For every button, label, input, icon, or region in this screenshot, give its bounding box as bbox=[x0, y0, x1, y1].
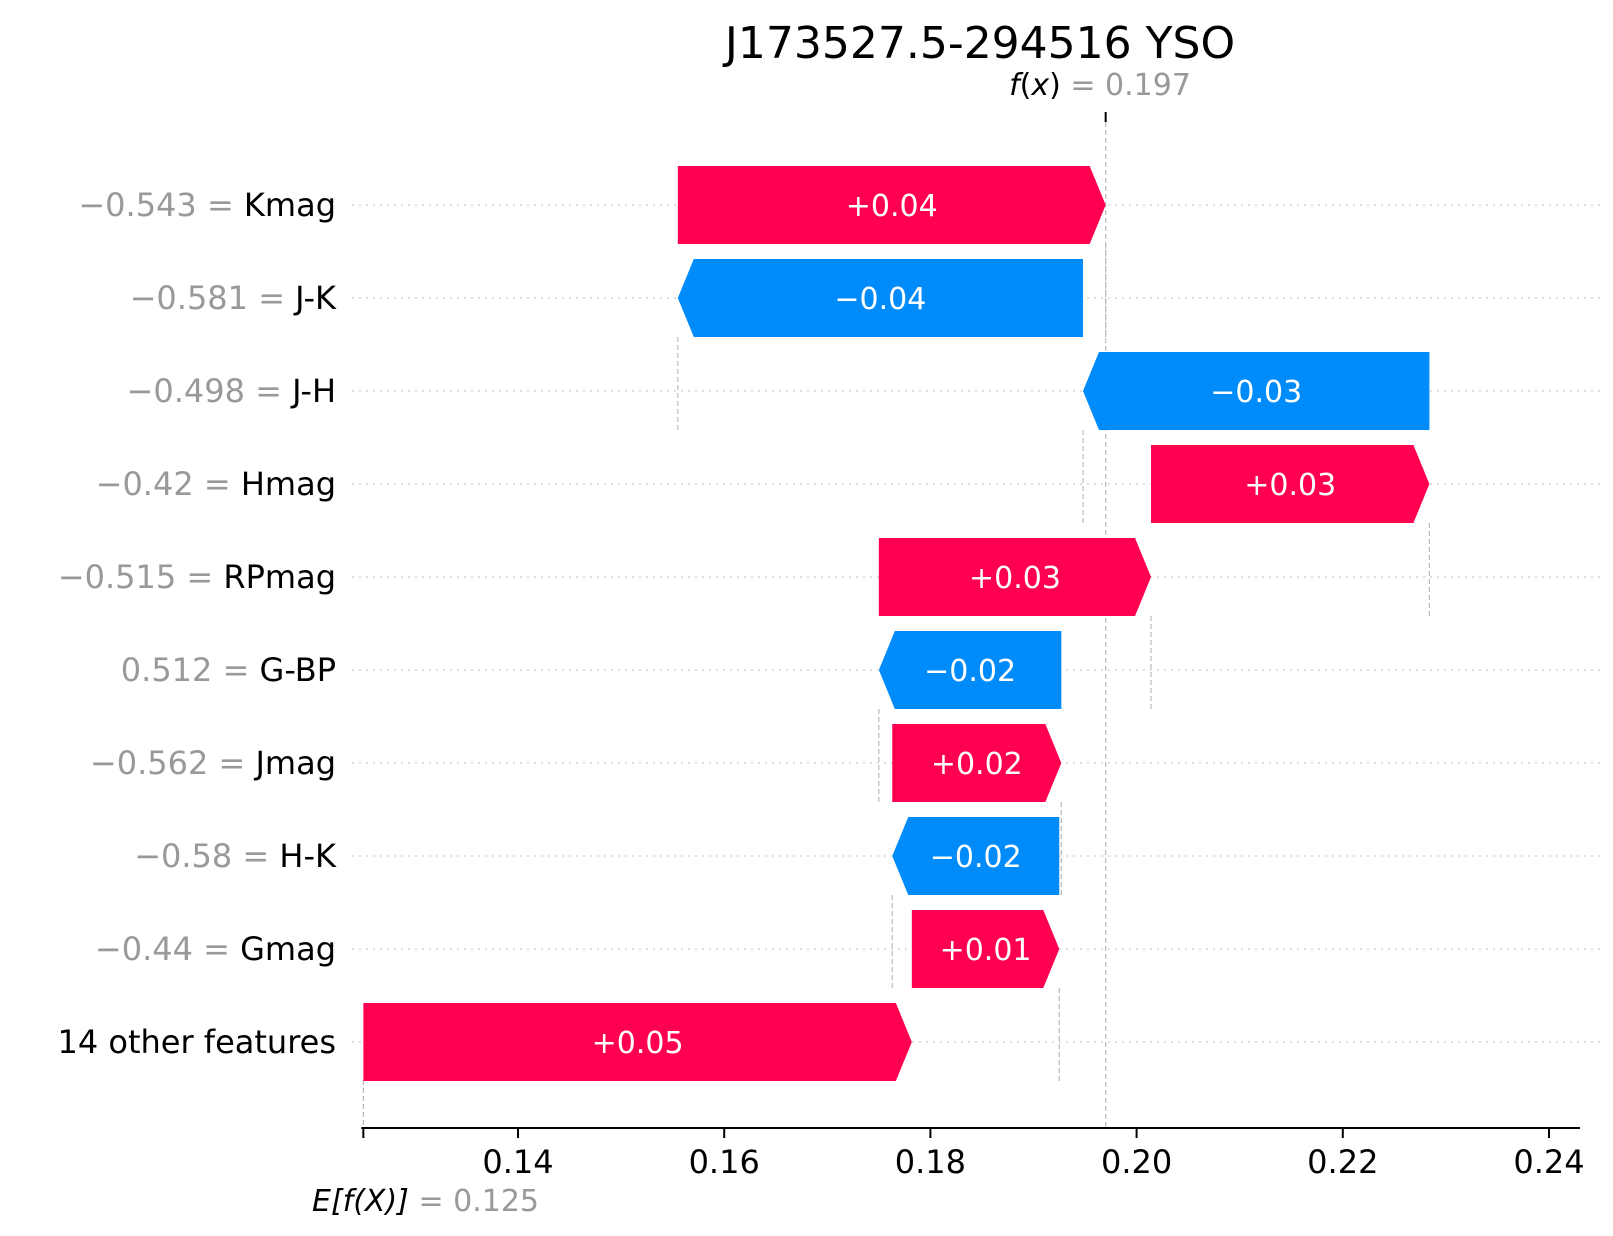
feature-value: −0.581 = bbox=[130, 279, 296, 317]
feature-label: −0.543 = Kmag bbox=[78, 186, 336, 224]
x-axis: 0.14 0.16 0.18 0.20 0.22 0.24 bbox=[361, 1127, 1585, 1181]
bar-g-bp bbox=[878, 631, 1062, 709]
feature-label: −0.58 = H-K bbox=[134, 837, 337, 875]
bar-value-label: +0.02 bbox=[931, 747, 1023, 782]
x-tick-label: 0.16 bbox=[689, 1143, 760, 1181]
bar-jmag bbox=[892, 724, 1062, 802]
chart-title: J173527.5-294516 YSO bbox=[722, 18, 1235, 69]
feature-label: −0.42 = Hmag bbox=[96, 465, 336, 503]
feature-name: J-H bbox=[290, 372, 336, 410]
feature-label: −0.581 = J-K bbox=[130, 279, 337, 317]
feature-value: −0.515 = bbox=[58, 558, 224, 596]
feature-label: 14 other features bbox=[57, 1023, 336, 1061]
bar-value-label: −0.02 bbox=[924, 654, 1016, 689]
bar-value-label: +0.05 bbox=[592, 1026, 684, 1061]
bar-h-k bbox=[892, 817, 1060, 895]
bar-rpmag bbox=[878, 538, 1152, 616]
feature-label: −0.44 = Gmag bbox=[95, 930, 336, 968]
feature-name: RPmag bbox=[223, 558, 336, 596]
feature-value: −0.543 = bbox=[78, 186, 244, 224]
bar-hmag bbox=[1151, 445, 1430, 523]
base-label-text: E[f(X)] bbox=[312, 1184, 409, 1219]
feature-name: Kmag bbox=[244, 186, 336, 224]
base-value-label: E[f(X)] = 0.125 bbox=[312, 1184, 539, 1219]
bars-group: +0.04 −0.04 −0.03 +0.03 +0.03 −0.02 +0.02 −0.02… bbox=[363, 166, 1430, 1081]
bar-value-label: −0.04 bbox=[834, 282, 926, 317]
bar-gmag bbox=[911, 910, 1060, 988]
bar-value-label: +0.01 bbox=[940, 933, 1032, 968]
bar-14-other-features bbox=[363, 1003, 912, 1081]
bar-j-k bbox=[677, 259, 1083, 337]
bar-value-label: +0.04 bbox=[846, 189, 938, 224]
feature-label: −0.562 = Jmag bbox=[90, 744, 336, 782]
fx-reference-line bbox=[362, 112, 1107, 1128]
x-tick-label: 0.20 bbox=[1101, 1143, 1172, 1181]
x-tick-label: 0.14 bbox=[482, 1143, 553, 1181]
feature-labels: −0.543 = Kmag−0.581 = J-K−0.498 = J-H−0.… bbox=[57, 186, 337, 1061]
feature-name: Gmag bbox=[240, 930, 336, 968]
feature-label: 0.512 = G-BP bbox=[121, 651, 336, 689]
feature-label: −0.515 = RPmag bbox=[58, 558, 336, 596]
x-ticks: 0.14 0.16 0.18 0.20 0.22 0.24 bbox=[362, 1128, 1585, 1181]
bar-kmag bbox=[677, 166, 1106, 244]
feature-label: −0.498 = J-H bbox=[127, 372, 336, 410]
bar-j-h bbox=[1082, 352, 1430, 430]
fx-label: f(x) = 0.197 bbox=[1009, 68, 1191, 103]
feature-name: H-K bbox=[279, 837, 337, 875]
fx-x: x bbox=[1030, 68, 1049, 103]
x-tick-label: 0.24 bbox=[1513, 1143, 1584, 1181]
base-value: 0.125 bbox=[453, 1184, 539, 1219]
feature-name: J-K bbox=[293, 279, 337, 317]
feature-name: G-BP bbox=[260, 651, 336, 689]
bar-value-label: −0.03 bbox=[1210, 375, 1302, 410]
fx-equals: = bbox=[1070, 68, 1095, 103]
feature-name: Hmag bbox=[241, 465, 336, 503]
bar-value-label: +0.03 bbox=[1244, 468, 1336, 503]
feature-value: −0.44 = bbox=[95, 930, 240, 968]
feature-name: Jmag bbox=[253, 744, 336, 782]
feature-value: −0.498 = bbox=[127, 372, 293, 410]
feature-value: −0.562 = bbox=[90, 744, 256, 782]
x-tick-label: 0.18 bbox=[895, 1143, 966, 1181]
feature-value: 0.512 = bbox=[121, 651, 260, 689]
bar-value-label: −0.02 bbox=[930, 840, 1022, 875]
feature-value: −0.58 = bbox=[134, 837, 279, 875]
x-tick-label: 0.22 bbox=[1307, 1143, 1378, 1181]
bar-value-label: +0.03 bbox=[969, 561, 1061, 596]
base-equals: = bbox=[418, 1184, 443, 1219]
feature-name: 14 other features bbox=[57, 1023, 336, 1061]
feature-value: −0.42 = bbox=[96, 465, 241, 503]
fx-value: 0.197 bbox=[1105, 68, 1191, 103]
